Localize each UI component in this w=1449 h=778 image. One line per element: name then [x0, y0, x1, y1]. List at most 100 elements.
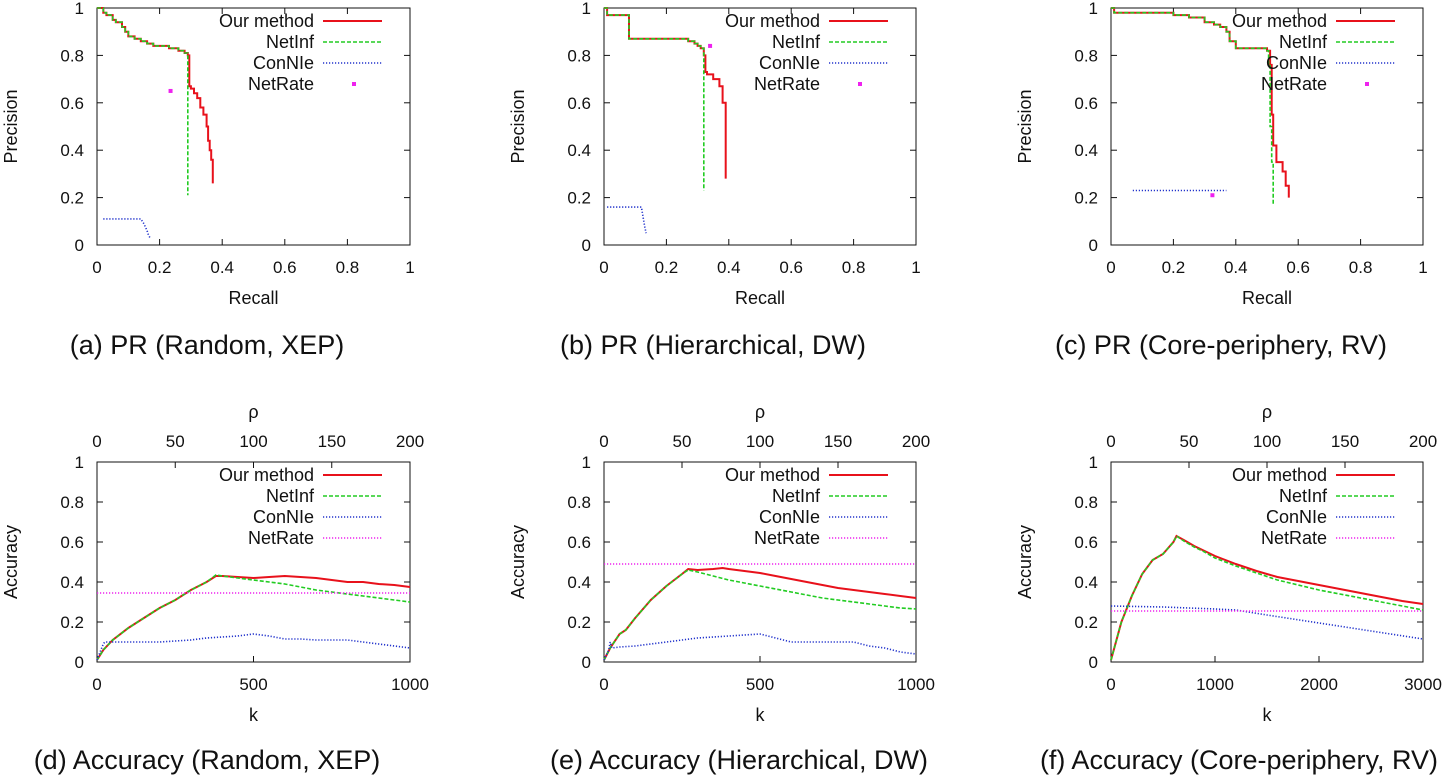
y-tick-label: 0.6 [60, 533, 84, 552]
y-tick-label: 1 [582, 453, 591, 472]
top-tick-label: 100 [1253, 432, 1281, 451]
x-tick-label: 0.4 [210, 258, 234, 277]
x-tick-label: 0 [599, 258, 608, 277]
series-line-netinf [1110, 534, 1424, 661]
legend-label: ConNIe [253, 53, 314, 73]
top-tick-label: 50 [1180, 432, 1199, 451]
top-tick-label: 0 [92, 432, 101, 451]
x-tick-label: 0.6 [779, 258, 803, 277]
y-axis-label: Precision [1015, 89, 1035, 163]
series-line-our-method [604, 7, 727, 179]
series-line-our-method [97, 7, 214, 184]
x-tick-label: 1 [405, 258, 414, 277]
top-tick-label: 150 [824, 432, 852, 451]
x-tick-label: 0.8 [842, 258, 866, 277]
x-axis-label: k [756, 705, 766, 725]
series-line-netinf [96, 574, 411, 661]
y-tick-label: 0.2 [1074, 613, 1098, 632]
figure-caption: (a) PR (Random, XEP) [70, 330, 345, 360]
top-axis-label: ρ [755, 402, 765, 422]
top-tick-label: 200 [396, 432, 424, 451]
top-tick-label: 100 [746, 432, 774, 451]
series-line-connie [96, 633, 411, 661]
legend-label: NetInf [266, 32, 315, 52]
x-tick-label: 0 [1106, 675, 1115, 694]
series-line-our-method [1110, 534, 1424, 661]
series-point-netrate [168, 88, 173, 93]
y-tick-label: 0 [75, 653, 84, 672]
series-line-netinf [1111, 7, 1274, 205]
legend-swatch-netrate [352, 82, 356, 86]
legend-label: NetRate [1261, 74, 1327, 94]
y-tick-label: 0.4 [60, 573, 84, 592]
x-axis-label: Recall [1242, 288, 1292, 308]
y-tick-label: 1 [1089, 0, 1098, 18]
y-tick-label: 1 [1089, 453, 1098, 472]
figure-caption: (f) Accuracy (Core-periphery, RV) [1040, 745, 1438, 775]
x-tick-label: 0.2 [148, 258, 172, 277]
x-tick-label: 0 [92, 258, 101, 277]
chart-a-pr-random: 0 0.2 0.4 0.6 0.8 1 0 0.2 0.4 0.6 0.8 1 Recall Precis… [1, 0, 415, 360]
series-line-connie [103, 218, 151, 239]
y-tick-label: 0.6 [1074, 533, 1098, 552]
top-tick-label: 0 [599, 432, 608, 451]
x-axis-label: k [249, 705, 259, 725]
series-line-connie [1110, 605, 1424, 640]
y-axis-label: Precision [1, 89, 21, 163]
x-tick-label: 0.8 [336, 258, 360, 277]
x-tick-label: 0 [1106, 258, 1115, 277]
y-tick-label: 0 [75, 236, 84, 255]
legend-label: ConNIe [1266, 53, 1327, 73]
x-tick-label: 1000 [897, 675, 935, 694]
figure-caption: (b) PR (Hierarchical, DW) [560, 330, 866, 360]
legend-label: Our method [219, 465, 314, 485]
series-line-netinf [97, 7, 189, 196]
plot-frame-b [603, 7, 917, 246]
x-tick-label: 0.6 [1286, 258, 1310, 277]
legend-label: NetInf [1279, 486, 1328, 506]
y-tick-label: 0 [582, 653, 591, 672]
series-point-netrate [708, 43, 713, 48]
y-tick-label: 0.2 [567, 189, 591, 208]
y-axis-label: Accuracy [1015, 525, 1035, 599]
legend-label: ConNIe [759, 53, 820, 73]
y-tick-label: 0 [582, 236, 591, 255]
top-tick-label: 0 [1106, 432, 1115, 451]
legend-label: NetRate [754, 528, 820, 548]
y-tick-label: 0.8 [567, 46, 591, 65]
y-tick-label: 0.2 [1074, 189, 1098, 208]
x-tick-label: 1 [1418, 258, 1427, 277]
x-tick-label: 3000 [1404, 675, 1442, 694]
x-tick-label: 1 [911, 258, 920, 277]
legend-label: Our method [1232, 465, 1327, 485]
legend-label: NetRate [1261, 528, 1327, 548]
y-tick-label: 0.4 [1074, 573, 1098, 592]
figure-caption: (d) Accuracy (Random, XEP) [34, 745, 381, 775]
x-tick-label: 0 [92, 675, 101, 694]
legend-swatch-netrate [858, 82, 862, 86]
y-tick-label: 0.2 [60, 189, 84, 208]
y-tick-label: 0.6 [60, 94, 84, 113]
top-tick-label: 50 [166, 432, 185, 451]
y-tick-label: 1 [75, 453, 84, 472]
y-tick-label: 1 [582, 0, 591, 18]
y-tick-label: 0 [1089, 653, 1098, 672]
y-tick-label: 0.6 [567, 533, 591, 552]
top-tick-label: 150 [318, 432, 346, 451]
y-tick-label: 0.8 [60, 46, 84, 65]
legend-label: NetInf [772, 32, 821, 52]
plot-frame-d [96, 461, 411, 663]
legend-label: NetRate [248, 528, 314, 548]
top-axis-label: ρ [1262, 402, 1272, 422]
y-tick-label: 0.6 [1074, 94, 1098, 113]
x-tick-label: 0 [599, 675, 608, 694]
series-line-our-method [603, 566, 917, 661]
legend-label: NetInf [1279, 32, 1328, 52]
x-tick-label: 0.2 [1162, 258, 1186, 277]
y-tick-label: 0.8 [1074, 46, 1098, 65]
y-tick-label: 0.2 [567, 613, 591, 632]
series-line-connie [607, 206, 647, 234]
y-axis-label: Accuracy [508, 525, 528, 599]
series-point-netrate [1210, 193, 1215, 198]
